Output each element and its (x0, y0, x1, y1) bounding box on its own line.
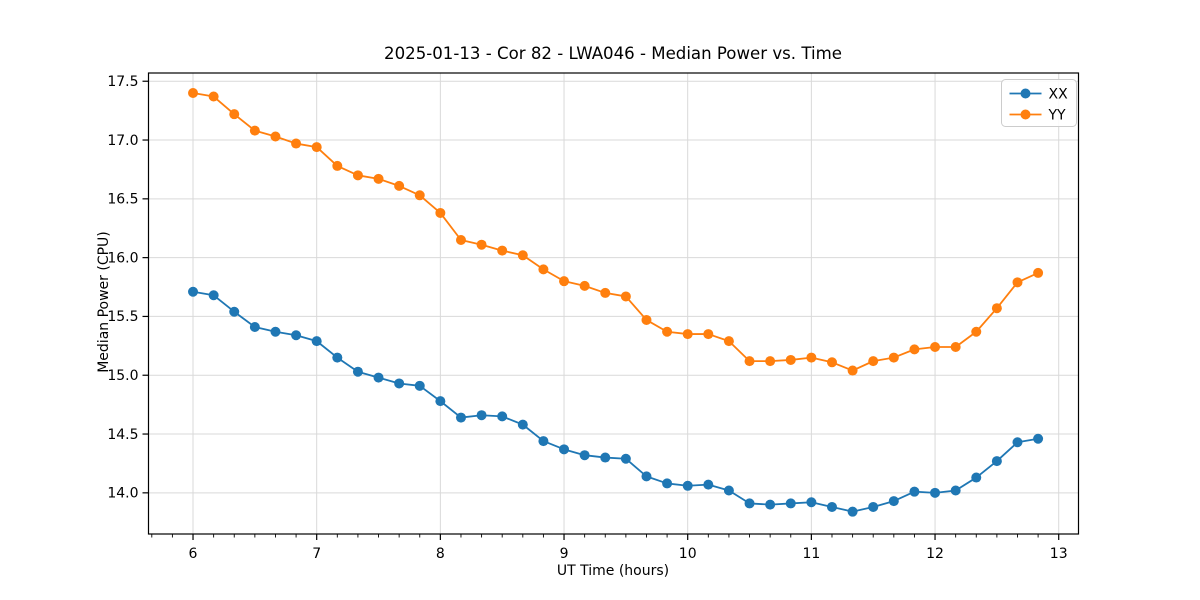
legend-label-XX: XX (1049, 87, 1069, 103)
svg-text:13: 13 (1050, 546, 1068, 562)
svg-text:17.5: 17.5 (107, 74, 138, 90)
series-YY-markers (188, 87, 1044, 376)
svg-text:7: 7 (312, 546, 321, 562)
legend-marker-YY (1020, 109, 1031, 120)
plot-border (147, 72, 1080, 535)
svg-text:11: 11 (802, 546, 820, 562)
svg-text:17.0: 17.0 (107, 133, 138, 149)
legend-marker-XX (1020, 88, 1031, 99)
x-minor-ticks (151, 534, 1039, 538)
legend: XX YY (1001, 79, 1077, 127)
svg-text:14.0: 14.0 (107, 486, 138, 502)
svg-text:9: 9 (560, 546, 569, 562)
svg-text:15.0: 15.0 (107, 368, 138, 384)
svg-text:14.5: 14.5 (107, 427, 138, 443)
svg-text:16.5: 16.5 (107, 192, 138, 208)
y-tick-labels: 14.0 14.5 15.0 15.5 16.0 16.5 17.0 17.5 (107, 74, 138, 502)
svg-text:15.5: 15.5 (107, 309, 138, 325)
svg-text:12: 12 (926, 546, 944, 562)
grid-lines (148, 73, 1079, 534)
series-XX-line (192, 290, 1039, 513)
chart-title: 2025-01-13 - Cor 82 - LWA046 - Median Po… (384, 44, 842, 63)
svg-text:8: 8 (436, 546, 445, 562)
svg-text:10: 10 (679, 546, 697, 562)
x-tick-labels: 6 7 8 9 10 11 12 13 (189, 546, 1068, 562)
axis-ticks (142, 80, 1060, 540)
series-XX-markers (188, 286, 1044, 517)
svg-text:16.0: 16.0 (107, 250, 138, 266)
svg-text:6: 6 (189, 546, 198, 562)
x-axis-label: UT Time (hours) (556, 563, 670, 579)
series-YY-line (192, 92, 1039, 372)
legend-label-YY: YY (1048, 108, 1067, 124)
